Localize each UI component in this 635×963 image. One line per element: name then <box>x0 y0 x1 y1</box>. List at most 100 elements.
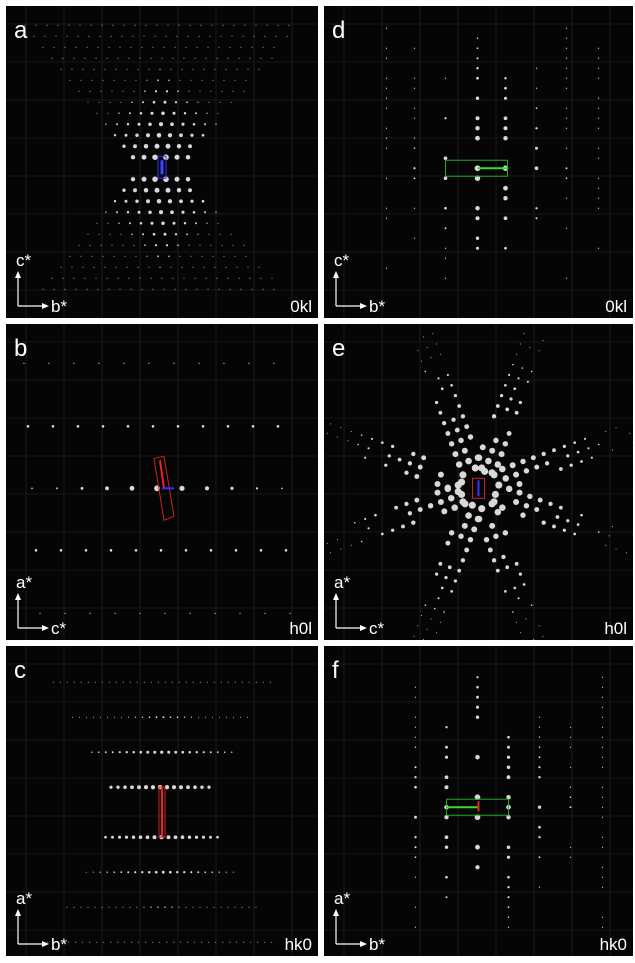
reflection <box>223 255 225 257</box>
reflection <box>521 367 524 369</box>
reflection <box>115 68 117 70</box>
reflection <box>159 549 163 552</box>
reflection <box>601 806 604 808</box>
reflection <box>130 288 132 290</box>
reflection <box>441 420 447 426</box>
reflection <box>430 618 432 620</box>
reflection <box>197 101 199 103</box>
reflection <box>517 597 520 600</box>
reflection <box>79 716 80 718</box>
reflection <box>248 362 250 364</box>
reflection <box>558 467 563 471</box>
reflection <box>374 513 377 517</box>
reflection <box>520 512 526 518</box>
reflection <box>444 227 447 230</box>
reflection <box>337 436 339 438</box>
reflection <box>454 427 460 433</box>
reflection <box>506 765 511 769</box>
reflection <box>101 24 103 26</box>
reflection <box>513 471 520 478</box>
reflection <box>133 90 135 92</box>
reflection <box>154 870 158 874</box>
reflection <box>192 210 196 214</box>
reflection <box>464 424 470 430</box>
reflection <box>451 417 456 422</box>
reflection <box>148 362 150 364</box>
reflection <box>203 68 205 70</box>
reflection <box>445 431 451 436</box>
reflection <box>437 471 444 478</box>
reflection <box>565 227 568 229</box>
reflection <box>385 137 388 139</box>
reflection <box>240 288 242 290</box>
reflection <box>413 207 416 209</box>
reflection <box>208 101 210 103</box>
reflection <box>203 211 207 214</box>
reflection <box>107 716 108 718</box>
reflection <box>444 117 447 120</box>
reflection <box>66 906 68 908</box>
reflection <box>411 451 416 457</box>
reflection <box>198 362 200 364</box>
reflection <box>476 67 479 70</box>
reflection <box>450 589 453 593</box>
reflection <box>234 255 236 257</box>
reflection <box>163 232 167 236</box>
reflection <box>475 844 480 850</box>
reflection <box>135 255 137 257</box>
reflection <box>173 835 178 840</box>
reflection <box>141 233 145 236</box>
reflection <box>165 244 169 247</box>
reflection <box>194 941 196 943</box>
reflection <box>476 37 479 39</box>
reflection <box>161 57 163 59</box>
reflection <box>605 430 607 432</box>
reflection <box>494 461 502 468</box>
reflection <box>414 876 417 878</box>
reflection <box>448 530 455 536</box>
horizontal-axis-label: c* <box>51 619 67 638</box>
reflection <box>288 24 290 26</box>
reflection <box>218 871 220 873</box>
reflection <box>601 796 604 798</box>
arrow-head <box>42 303 49 309</box>
reflection <box>111 751 114 754</box>
pattern <box>6 6 318 318</box>
reflection <box>109 549 113 552</box>
reflection <box>206 112 208 114</box>
reflection <box>448 441 455 447</box>
reflection <box>198 35 200 37</box>
reflection <box>601 836 604 838</box>
reflection <box>203 266 205 268</box>
reflection <box>264 35 266 37</box>
reflection <box>94 906 96 908</box>
reflection <box>141 46 143 48</box>
reflection <box>215 941 217 943</box>
reflection <box>541 451 546 457</box>
reflection <box>569 766 572 768</box>
reflection <box>434 400 439 405</box>
reflection <box>260 277 262 279</box>
reflection <box>565 27 568 29</box>
reflection <box>247 716 248 718</box>
reflection <box>48 362 50 364</box>
reflection <box>104 835 107 839</box>
reflection <box>443 156 448 161</box>
reflection <box>476 695 479 699</box>
reflection <box>93 716 94 718</box>
reflection <box>221 90 223 92</box>
zone-label: 0kl <box>290 297 312 316</box>
reflection <box>534 507 540 512</box>
reflection <box>262 46 264 48</box>
reflection <box>172 277 174 279</box>
vertical-axis-label: c* <box>334 251 350 270</box>
reflection <box>170 68 172 70</box>
reflection <box>110 941 112 943</box>
reflection <box>414 736 417 738</box>
reflection <box>271 277 273 279</box>
reflection <box>262 681 264 683</box>
reflection <box>194 57 196 59</box>
reflection <box>439 621 441 623</box>
reflection <box>533 639 535 640</box>
arrow-head <box>333 593 339 600</box>
